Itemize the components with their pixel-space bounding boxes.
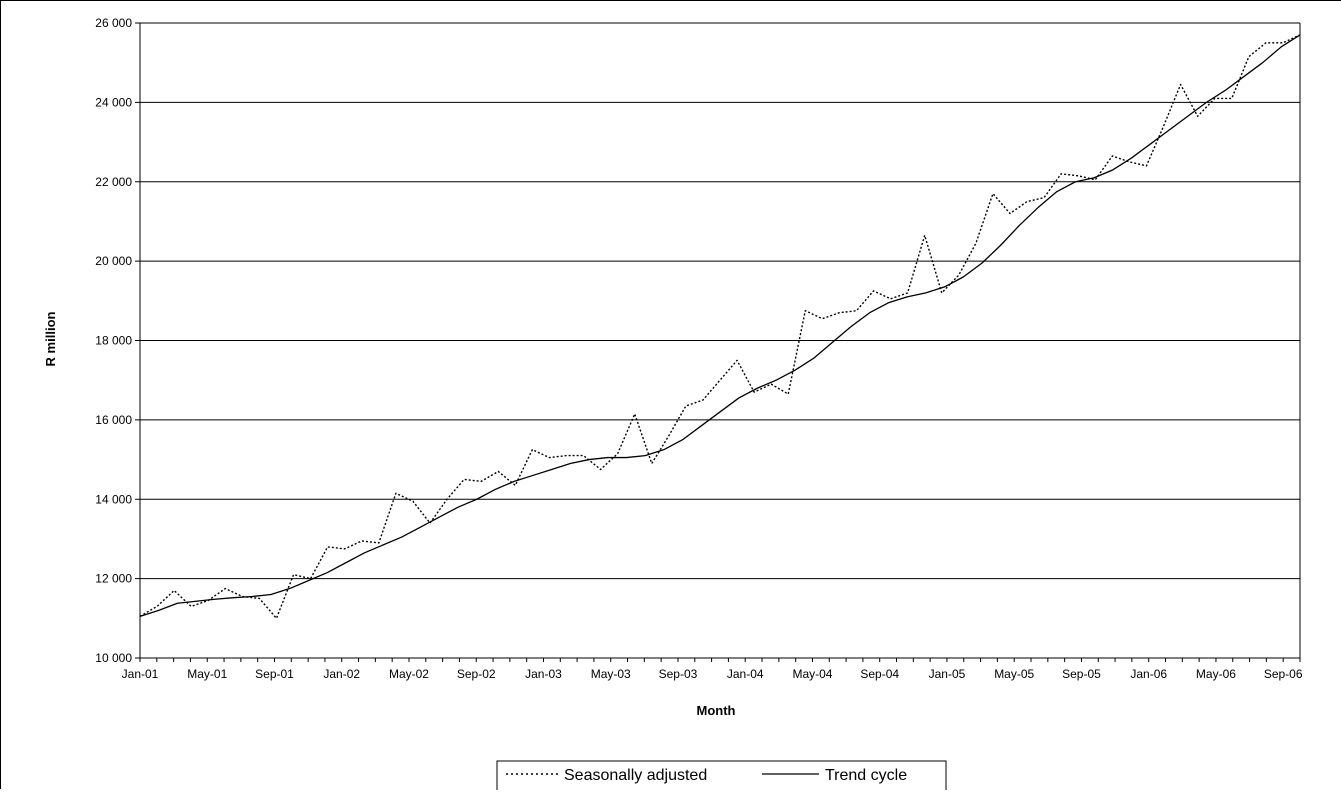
series-line-seasonally-adjusted: [139, 34, 1301, 620]
x-tick-label-5: Sep-02: [457, 667, 496, 681]
x-axis-title: Month: [697, 703, 736, 718]
y-tick-label-5: 20 000: [95, 254, 132, 268]
x-tick-label-6: Jan-03: [525, 667, 562, 681]
legend-label-trend-cycle: Trend cycle: [825, 767, 907, 784]
x-tick-label-15: Jan-06: [1130, 667, 1167, 681]
legend-label-seasonally-adjusted: Seasonally adjusted: [564, 767, 707, 784]
series-lines: [139, 34, 1301, 620]
y-tick-label-7: 24 000: [95, 95, 132, 109]
y-tick-label-8: 26 000: [95, 16, 132, 30]
x-tick-label-1: May-01: [187, 667, 227, 681]
x-tick-label-7: May-03: [591, 667, 631, 681]
x-tick-label-11: Sep-04: [860, 667, 899, 681]
x-tick-label-13: May-05: [994, 667, 1034, 681]
y-axis-title: R million: [43, 311, 58, 366]
y-tick-label-0: 10 000: [95, 651, 132, 665]
x-tick-label-8: Sep-03: [659, 667, 698, 681]
x-tick-label-14: Sep-05: [1062, 667, 1101, 681]
y-tick-label-6: 22 000: [95, 175, 132, 189]
y-tick-label-3: 16 000: [95, 413, 132, 427]
y-tick-label-4: 18 000: [95, 334, 132, 348]
gridlines: [140, 22, 1300, 659]
x-tick-label-10: May-04: [792, 667, 832, 681]
y-tick-label-1: 12 000: [95, 572, 132, 586]
series-line-trend-cycle: [139, 34, 1301, 617]
x-tick-label-17: Sep-06: [1264, 667, 1303, 681]
x-tick-label-12: Jan-05: [929, 667, 966, 681]
x-tick-label-4: May-02: [389, 667, 429, 681]
x-axis: Jan-01 May-01 Sep-01 Jan-02 May-02 Sep-02 Jan-…: [122, 658, 1303, 681]
x-tick-label-9: Jan-04: [727, 667, 764, 681]
legend-box: [496, 760, 947, 792]
x-tick-label-0: Jan-01: [122, 667, 159, 681]
y-axis: 10 000 12 000 14 000 16 000 18 000 20 000 22 0…: [95, 16, 140, 665]
legend: Seasonally adjusted Trend cycle: [496, 760, 947, 792]
x-tick-label-16: May-06: [1196, 667, 1236, 681]
x-tick-label-3: Jan-02: [323, 667, 360, 681]
x-tick-label-2: Sep-01: [255, 667, 294, 681]
y-tick-label-2: 14 000: [95, 492, 132, 506]
